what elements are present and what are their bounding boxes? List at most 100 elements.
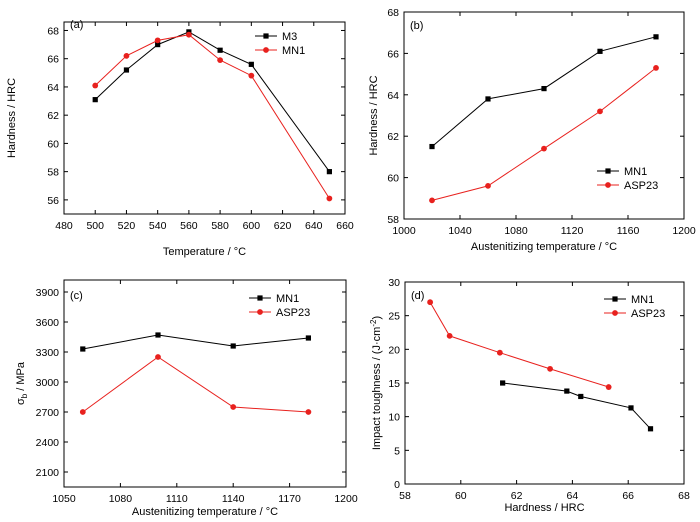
legend-label: MN1 (631, 294, 654, 306)
x-tick-label: 1080 (504, 225, 528, 237)
data-point (653, 34, 659, 40)
x-axis-label: Hardness / HRC (504, 502, 584, 514)
data-point (446, 332, 453, 339)
chart-panel-2: 1000 1040 1080 1120 1160 1200 58 60 62 64 66 68 (b) A… (368, 7, 696, 253)
legend-label: MN1 (282, 45, 305, 57)
chart-panel-3: 1050 1080 1110 1140 1170 1200 2100 2400 2700 3000… (15, 279, 358, 518)
x-tick-label: 1200 (672, 225, 696, 237)
data-point (597, 108, 603, 115)
y-axis-label: Hardness / HRC (6, 78, 18, 158)
y-tick-label: 5 (394, 445, 400, 457)
x-tick-label: 600 (243, 220, 261, 232)
x-tick-label: 520 (118, 220, 136, 232)
x-tick-label: 560 (180, 220, 198, 232)
x-tick-label: 68 (678, 490, 690, 502)
data-point (185, 31, 192, 38)
data-point (605, 384, 612, 390)
series-mn1 (80, 332, 311, 352)
y-tick-label: 68 (47, 25, 59, 37)
y-tick-label: 66 (47, 54, 59, 66)
legend-marker (605, 182, 611, 188)
x-tick-label: 1200 (334, 493, 358, 505)
plot-frame (63, 279, 347, 488)
data-point (541, 85, 547, 92)
data-point (155, 354, 161, 360)
data-point (248, 72, 255, 79)
y-tick-label: 3900 (36, 287, 60, 299)
data-point (500, 380, 506, 386)
data-point (429, 143, 435, 150)
data-point (217, 57, 224, 64)
data-point (155, 332, 161, 338)
y-tick-label: 66 (387, 48, 399, 60)
data-point (80, 346, 86, 352)
y-tick-label: 20 (388, 344, 400, 356)
x-tick-label: 1000 (392, 225, 416, 237)
data-point (92, 82, 99, 89)
x-tick-label: 660 (336, 220, 354, 232)
x-tick-label: 58 (399, 490, 411, 502)
y-tick-label: 30 (388, 277, 400, 289)
data-point (578, 393, 584, 400)
y-axis-label: σb / MPa (15, 361, 29, 405)
legend-entry: ASP23 (249, 307, 310, 319)
y-tick-label: 3000 (36, 377, 60, 389)
x-tick-label: 1120 (561, 225, 584, 237)
data-point (154, 37, 161, 44)
data-point (123, 67, 130, 73)
x-tick-label: 1040 (448, 225, 472, 237)
y-tick-label: 2400 (36, 437, 60, 449)
y-tick-label: 58 (47, 167, 59, 179)
y-tick-label: 58 (387, 214, 399, 226)
series-line (82, 356, 309, 413)
x-tick-label: 1170 (278, 493, 301, 505)
data-point (123, 52, 130, 59)
panel-label: (c) (70, 290, 83, 302)
x-tick-label: 60 (455, 490, 467, 502)
plot-frame (63, 21, 346, 215)
series-mn1 (92, 31, 333, 202)
y-tick-label: 62 (387, 131, 399, 143)
data-point (485, 96, 491, 102)
data-point (597, 48, 603, 54)
data-point (217, 47, 223, 53)
data-point (305, 409, 312, 415)
data-point (230, 404, 237, 410)
data-point (427, 299, 434, 306)
y-tick-label: 2700 (36, 407, 60, 419)
y-tick-label: 2100 (36, 467, 60, 479)
y-tick-label: 15 (388, 378, 400, 390)
series-mn1 (500, 380, 654, 432)
y-tick-label: 3600 (36, 317, 60, 329)
x-tick-label: 64 (567, 490, 579, 502)
y-tick-label: 0 (394, 479, 400, 491)
x-axis-label: Austenitizing temperature / °C (132, 506, 278, 518)
data-point (496, 349, 503, 356)
y-axis-label: Hardness / HRC (368, 75, 380, 155)
series-line (82, 334, 309, 350)
x-tick-label: 1050 (52, 493, 76, 505)
x-tick-label: 580 (211, 220, 229, 232)
series-asp23 (79, 354, 312, 415)
y-tick-label: 25 (388, 311, 400, 323)
x-axis-label: Austenitizing temperature / °C (471, 241, 617, 253)
data-point (230, 343, 236, 349)
legend-entry: ASP23 (597, 180, 658, 192)
x-tick-label: 1080 (109, 493, 133, 505)
data-point (326, 195, 333, 202)
legend-label: MN1 (624, 166, 647, 178)
legend-marker (612, 296, 618, 302)
data-point (653, 64, 659, 71)
legend-entry: MN1 (249, 293, 299, 305)
data-point (326, 169, 332, 175)
x-tick-label: 480 (55, 220, 73, 232)
x-tick-label: 1160 (617, 225, 640, 237)
data-point (485, 182, 491, 189)
y-axis-label: Impact toughness / (J·cm-2) (369, 316, 383, 450)
legend-marker (605, 168, 611, 174)
plot-frame (403, 11, 685, 220)
panel-label: (b) (410, 20, 423, 32)
chart-panel-1: 480 500 520 540 560 580 600 620 640 660 56 58 60 62 64… (6, 19, 354, 258)
x-tick-label: 1110 (166, 493, 188, 505)
